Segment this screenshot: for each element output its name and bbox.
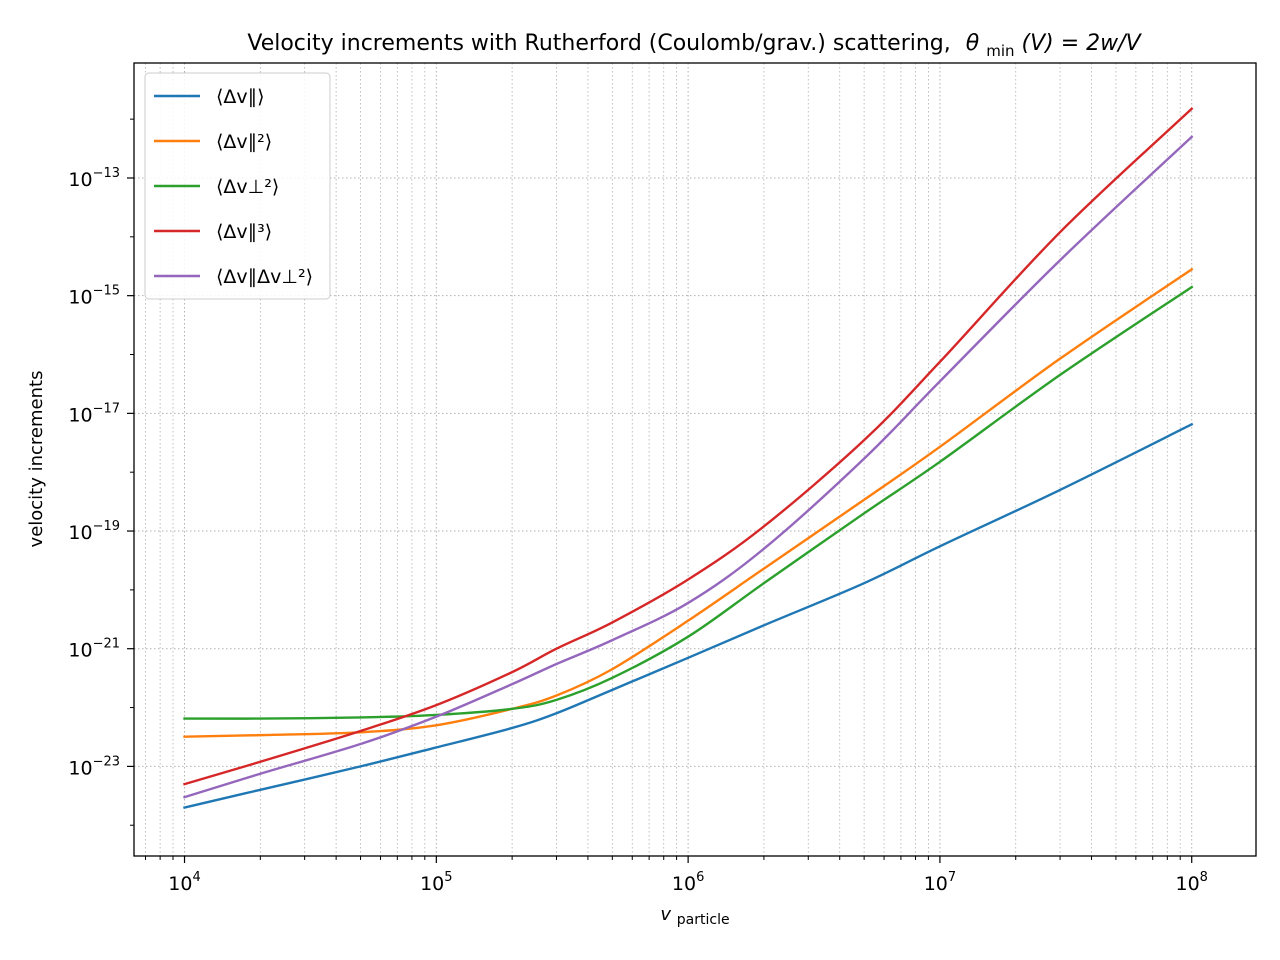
chart-title: Velocity increments with Rutherford (Cou… [247, 31, 1142, 62]
series-line-4 [183, 135, 1194, 799]
y-tick-label-exp: −17 [93, 401, 120, 416]
x-tick-label: 106 [672, 870, 704, 895]
y-tick-label: 10−21 [68, 637, 120, 662]
legend: ⟨Δv∥⟩ ⟨Δv∥²⟩ ⟨Δv⊥²⟩ ⟨Δv∥³⟩ ⟨Δv∥Δv⊥²⟩ [144, 72, 331, 300]
chart-title-math-sub: min [986, 42, 1014, 60]
y-tick-label-base: 10 [68, 757, 92, 779]
x-tick-label-base: 10 [924, 873, 948, 895]
x-tick-label: 104 [168, 870, 200, 895]
y-tick-label-base: 10 [68, 404, 92, 426]
y-tick-label-exp: −15 [93, 284, 120, 299]
y-tick-label: 10−17 [68, 401, 120, 426]
chart-title-math-rest: (V) = 2w/V [1022, 31, 1143, 56]
legend-label-3: ⟨Δv∥³⟩ [216, 221, 272, 243]
y-tick-label: 10−23 [68, 754, 120, 779]
x-tick-label-exp: 5 [444, 870, 452, 885]
y-axis-label: velocity increments [26, 371, 47, 548]
x-tick-label: 107 [924, 870, 956, 895]
x-axis-label-main: v [660, 904, 671, 925]
y-tick-label-base: 10 [68, 287, 92, 309]
y-tick-label-base: 10 [68, 169, 92, 191]
series-lines [183, 107, 1194, 809]
y-tick-label-base: 10 [68, 522, 92, 544]
x-axis-ticks: 104 105 106 107 108 [145, 856, 1208, 895]
x-tick-label-exp: 8 [1200, 870, 1208, 885]
x-axis-label-sub: particle [677, 912, 730, 928]
y-tick-label: 10−19 [68, 519, 120, 544]
x-tick-label-exp: 4 [192, 870, 200, 885]
x-tick-label-exp: 7 [948, 870, 956, 885]
x-tick-label: 105 [420, 870, 452, 895]
legend-box [144, 72, 331, 300]
legend-label-1: ⟨Δv∥²⟩ [216, 131, 272, 153]
y-tick-label: 10−13 [68, 166, 120, 191]
y-tick-label-exp: −19 [93, 519, 120, 534]
legend-label-0: ⟨Δv∥⟩ [216, 86, 265, 108]
y-tick-label-exp: −23 [93, 754, 120, 769]
series-line-1 [183, 267, 1194, 738]
series-line-0 [183, 422, 1194, 809]
x-tick-label-base: 10 [672, 873, 696, 895]
x-tick-label-base: 10 [168, 873, 192, 895]
legend-label-2: ⟨Δv⊥²⟩ [216, 176, 279, 198]
legend-label-4: ⟨Δv∥Δv⊥²⟩ [216, 266, 313, 288]
plot-frame [133, 62, 1257, 857]
chart-title-math: θ [966, 31, 980, 56]
x-tick-label: 108 [1175, 870, 1207, 895]
x-tick-label-exp: 6 [696, 870, 704, 885]
y-tick-label-base: 10 [68, 640, 92, 662]
y-tick-label: 10−15 [68, 284, 120, 309]
x-axis-label: v particle [660, 904, 729, 928]
x-tick-label-base: 10 [420, 873, 444, 895]
x-tick-label-base: 10 [1175, 873, 1199, 895]
series-line-3 [183, 107, 1194, 786]
series-line-2 [183, 285, 1194, 720]
chart-title-main: Velocity increments with Rutherford (Cou… [247, 31, 950, 56]
y-tick-label-exp: −21 [93, 637, 120, 652]
y-tick-label-exp: −13 [93, 166, 120, 181]
